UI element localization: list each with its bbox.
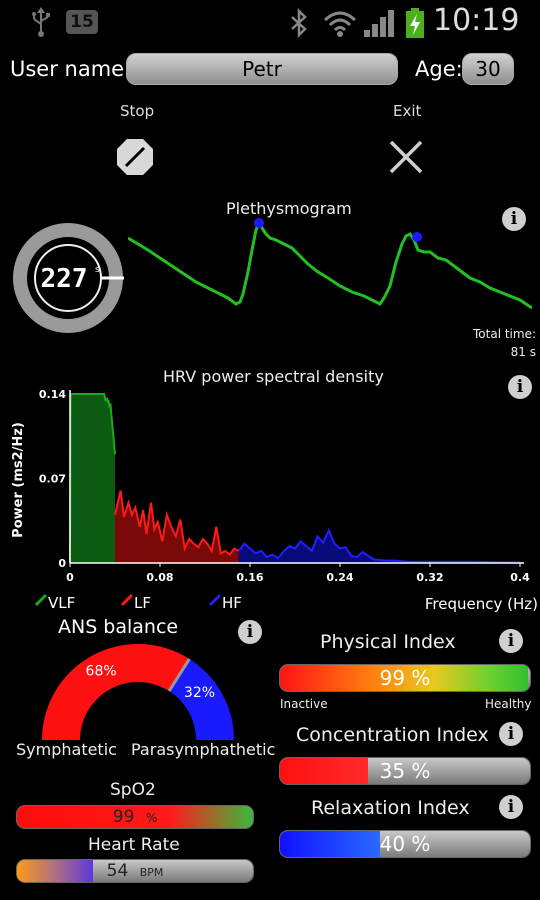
relaxation-index-bar: 40 % — [279, 830, 531, 858]
concentration-index-bar: 35 % — [279, 757, 531, 785]
user-name-label: User name: — [10, 57, 132, 81]
hrv-x-tick-label: 0.4 — [510, 571, 530, 584]
hrv-line-vlf — [69, 393, 116, 564]
spo2-value: 99 — [112, 807, 135, 827]
legend-swatch-lf — [120, 593, 134, 607]
hrv-x-tick-label: 0.16 — [236, 571, 263, 584]
spo2-title: SpO2 — [110, 780, 156, 800]
concentration-index-title: Concentration Index — [296, 724, 489, 746]
sympathetic-segment — [42, 644, 190, 740]
signal-icon — [364, 10, 394, 37]
physical-index-title: Physical Index — [320, 631, 456, 653]
heart-rate-value: 54 — [106, 861, 129, 881]
heart-rate-bar: 54 BPM — [16, 859, 254, 883]
spo2-unit: % — [145, 811, 158, 825]
hrv-y-tick-label: 0 — [58, 557, 66, 570]
physical-index-inactive-label: Inactive — [280, 697, 328, 711]
legend-label-hf: HF — [222, 594, 242, 612]
timer-gauge: 227 s — [13, 223, 124, 333]
hrv-line-lf — [114, 490, 240, 557]
age-field[interactable]: 30 — [462, 53, 514, 85]
relaxation-index-title: Relaxation Index — [311, 797, 470, 819]
bluetooth-icon — [291, 8, 307, 38]
parasympathetic-label: Parasymphathetic — [131, 740, 276, 759]
concentration-index-value: 35 % — [379, 759, 431, 783]
legend-label-vlf: VLF — [48, 594, 75, 612]
ans-balance-gauge: 68% 32% — [42, 644, 235, 740]
plethysmogram-waveform — [128, 218, 532, 310]
physical-index-bar: 99 % — [279, 664, 531, 692]
hrv-area-hf — [238, 530, 520, 563]
concentration-index-info-icon[interactable]: i — [499, 722, 523, 746]
relaxation-index-info-icon[interactable]: i — [499, 795, 523, 819]
hrv-y-tick-label: 0.14 — [39, 388, 66, 401]
hrv-area-vlf — [70, 394, 115, 563]
stop-button[interactable] — [116, 138, 154, 176]
hrv-ylabel: Power (ms2/Hz) — [11, 422, 26, 538]
notification-badge: 15 — [66, 10, 98, 34]
plethysmogram-info-icon[interactable]: i — [502, 207, 526, 231]
hrv-chart: 0 0.08 0.16 0.24 0.32 0.4 0 0.07 0.14 Power (ms2… — [11, 388, 538, 612]
user-name-field[interactable]: Petr — [126, 53, 398, 85]
hrv-y-tick-label: 0.07 — [39, 473, 66, 486]
hrv-line-hf — [237, 527, 520, 564]
physical-index-value: 99 % — [379, 666, 431, 690]
total-time: Total time: 81 s — [473, 325, 536, 361]
hrv-x-tick-label: 0.32 — [416, 571, 443, 584]
physical-index-healthy-label: Healthy — [485, 697, 532, 711]
close-icon — [389, 140, 423, 174]
age-label: Age: — [415, 57, 463, 81]
timer-unit: s — [95, 265, 100, 275]
sympathetic-label: Symphatetic — [16, 740, 117, 759]
plethysmogram-title: Plethysmogram — [226, 199, 352, 218]
hrv-x-tick-label: 0.24 — [326, 571, 353, 584]
exit-button[interactable] — [388, 139, 424, 175]
total-time-value: 81 s — [510, 345, 536, 359]
pulse-peak-marker — [412, 232, 422, 242]
physical-index-info-icon[interactable]: i — [499, 629, 523, 653]
stop-label: Stop — [120, 102, 155, 120]
timer-value: 227 — [41, 264, 88, 294]
status-bar: 15 10:19 — [0, 0, 540, 44]
parasympathetic-percent: 32% — [184, 685, 215, 701]
spo2-bar: 99 % — [16, 805, 254, 829]
parasympathetic-segment — [169, 658, 235, 740]
legend-label-lf: LF — [134, 594, 151, 612]
hrv-x-tick-label: 0 — [66, 571, 74, 584]
total-time-label: Total time: — [473, 327, 536, 341]
legend-swatch-hf — [208, 593, 222, 607]
hrv-info-icon[interactable]: i — [508, 375, 532, 399]
heart-rate-title: Heart Rate — [88, 835, 180, 855]
ans-info-icon[interactable]: i — [238, 620, 262, 644]
wifi-icon — [323, 11, 357, 37]
sympathetic-percent: 68% — [86, 663, 117, 679]
legend-swatch-vlf — [34, 593, 48, 607]
pulse-peak-marker — [254, 218, 264, 228]
battery-charging-icon — [406, 8, 424, 38]
exit-label: Exit — [393, 102, 422, 120]
ans-balance-title: ANS balance — [58, 616, 179, 638]
hrv-title: HRV power spectral density — [163, 367, 384, 386]
usb-icon — [32, 7, 50, 37]
heart-rate-unit: BPM — [139, 866, 164, 879]
hrv-xlabel: Frequency (Hz) — [425, 595, 538, 612]
status-clock: 10:19 — [433, 3, 520, 38]
relaxation-index-value: 40 % — [379, 832, 431, 856]
hrv-x-tick-label: 0.08 — [146, 571, 173, 584]
